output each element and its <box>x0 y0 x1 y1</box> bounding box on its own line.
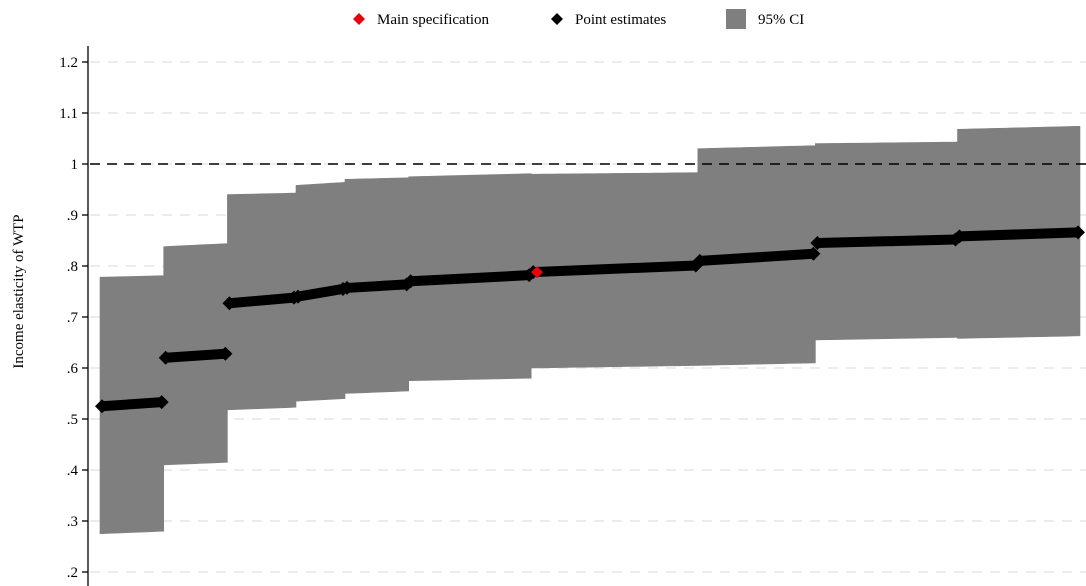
y-tick-label-.5: .5 <box>67 412 78 428</box>
point-estimate-end-8 <box>806 246 821 261</box>
point-estimate-start-5 <box>340 280 354 295</box>
point-estimate-start-10 <box>952 229 967 244</box>
point-estimate-start-6 <box>403 274 418 289</box>
legend-marker-main-specification <box>353 13 365 25</box>
point-estimate-end-10 <box>1071 225 1085 240</box>
y-axis: .2 .3 .4 .5 .6 .7 .8 .9 1 1.1 1.2 <box>59 46 89 586</box>
point-estimates <box>95 225 1085 414</box>
y-tick-label-1: 1 <box>71 157 79 173</box>
point-estimate-segment-3 <box>228 292 295 309</box>
point-estimate-segment-1 <box>101 397 163 412</box>
legend-label-95-ci: 95% CI <box>758 12 804 28</box>
point-estimate-start-4 <box>291 289 305 304</box>
point-estimate-start-2 <box>158 350 173 365</box>
point-estimate-start-9 <box>810 236 825 251</box>
y-tick-label-.3: .3 <box>67 514 78 530</box>
point-estimate-segment-7 <box>532 260 697 278</box>
point-estimate-start-8 <box>692 253 707 268</box>
point-estimate-segment-5 <box>346 279 407 293</box>
y-tick-label-.7: .7 <box>67 310 79 326</box>
ci-bands <box>99 125 1081 535</box>
main-specification-marker <box>531 266 544 279</box>
y-tick-label-.9: .9 <box>67 208 78 224</box>
y-tick-label-1.2: 1.2 <box>59 55 78 71</box>
point-estimate-end-1 <box>154 395 169 410</box>
y-tick-label-.8: .8 <box>67 259 78 275</box>
point-estimate-segment-8 <box>699 248 814 266</box>
y-axis-title: Income elasticity of WTP <box>11 214 27 368</box>
legend: Main specification Point estimates 95% C… <box>353 9 804 29</box>
point-estimate-segment-9 <box>817 234 956 249</box>
y-tick-label-1.1: 1.1 <box>59 106 78 122</box>
legend-label-main-specification: Main specification <box>377 12 490 28</box>
point-estimate-segment-2 <box>165 348 226 363</box>
point-estimate-end-2 <box>218 346 233 361</box>
legend-label-point-estimates: Point estimates <box>575 12 666 28</box>
legend-marker-point-estimates <box>551 13 563 25</box>
y-tick-label-.4: .4 <box>67 463 79 479</box>
y-tick-label-.2: .2 <box>67 565 78 581</box>
point-estimate-start-3 <box>222 296 237 311</box>
point-estimate-segment-6 <box>410 270 530 287</box>
legend-marker-95-ci <box>726 9 746 29</box>
point-estimate-segment-4 <box>297 284 344 302</box>
point-estimate-start-1 <box>95 399 109 414</box>
point-estimate-segment-10 <box>959 227 1079 242</box>
y-tick-label-.6: .6 <box>67 361 79 377</box>
